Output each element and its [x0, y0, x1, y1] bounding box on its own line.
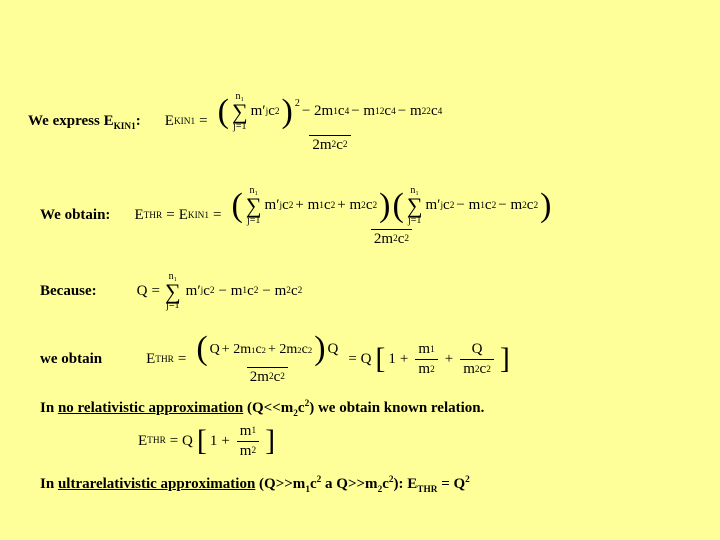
label-ekin1: We express EKIN1: [28, 113, 141, 130]
row-ekin1: We express EKIN1: EKIN1 = n₁∑j=1 m′jc2 2… [28, 90, 692, 154]
label-obtain: We obtain: [40, 207, 110, 224]
formula-nonrel: ETHR = Q 1 + m1m2 [138, 421, 692, 462]
label-because: Because: [40, 283, 97, 300]
row-ethr1: We obtain: ETHR = EKIN1 = n₁∑j=1 m′jc2 +… [40, 184, 692, 248]
label-we-obtain2: we obtain [40, 351, 102, 368]
row-because: Because: Q= n₁∑j=1 m′jc2 − m1c2 − m2c2 [40, 272, 692, 312]
text-ultrarel: In ultrarelativistic approximation (Q>>m… [40, 476, 692, 493]
row-ethr2: we obtain ETHR = Q + 2m1c2 + 2m2c2 Q 2m2… [40, 333, 692, 385]
formula-ethr1: ETHR = EKIN1 = n₁∑j=1 m′jc2 + m1c2 + m2c… [134, 184, 557, 248]
formula-ethr2: ETHR = Q + 2m1c2 + 2m2c2 Q 2m2c2 = Q 1 [146, 333, 510, 385]
formula-q: Q= n₁∑j=1 m′jc2 − m1c2 − m2c2 [137, 272, 303, 312]
text-nonrel: In no relativistic approximation (Q<<m2c… [40, 400, 692, 417]
formula-ekin1: EKIN1 = n₁∑j=1 m′jc2 2 − 2m1c4 − m12c4 −… [165, 90, 448, 154]
slide: We express EKIN1: EKIN1 = n₁∑j=1 m′jc2 2… [0, 0, 720, 540]
